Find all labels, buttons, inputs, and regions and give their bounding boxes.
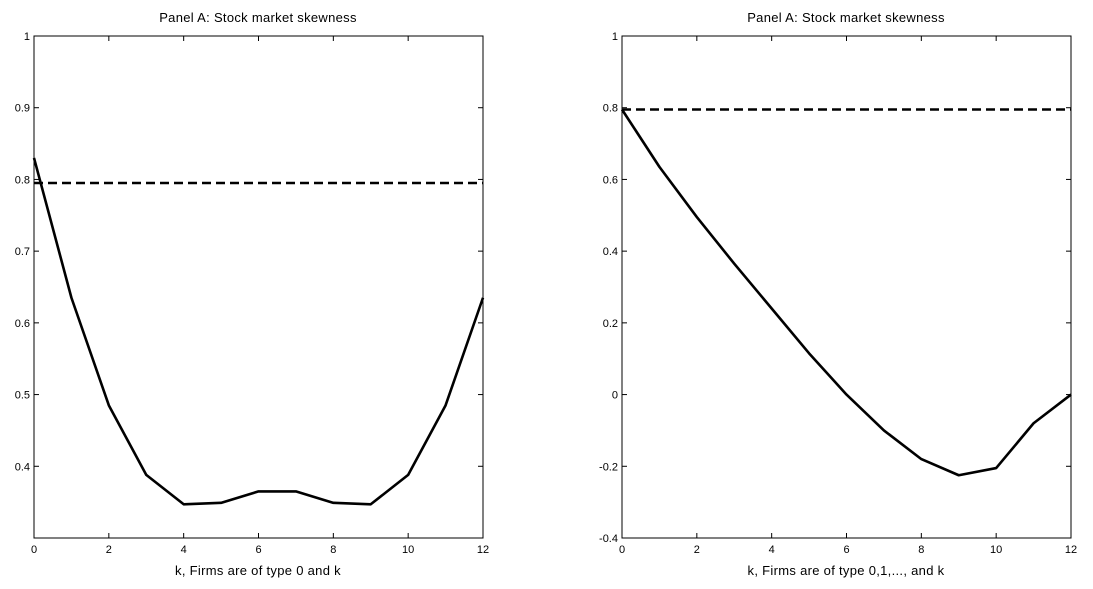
left-y-tick-label: 0.8 [15, 174, 30, 186]
right-y-tick-label: 0.2 [603, 318, 618, 330]
right-y-tick-label: 1 [612, 31, 618, 43]
left-y-tick-label: 0.6 [15, 318, 30, 330]
right-x-tick-label: 10 [990, 544, 1002, 556]
left-panel: Panel A: Stock market skewness 0 2 4 6 8 10 12… [15, 10, 489, 578]
left-x-tick-label: 4 [181, 544, 187, 556]
left-x-tick-label: 6 [255, 544, 261, 556]
left-y-tick-label: 1 [24, 31, 30, 43]
right-x-axis-label: k, Firms are of type 0,1,..., and k [748, 563, 945, 578]
right-x-tick-label: 6 [843, 544, 849, 556]
right-x-tick-label: 0 [619, 544, 625, 556]
right-y-tick-label: 0.8 [603, 103, 618, 115]
left-x-tick-label: 0 [31, 544, 37, 556]
right-panel: Panel A: Stock market skewness 0 2 4 6 8 10 12… [599, 10, 1077, 578]
right-y-tick-label: -0.2 [599, 461, 618, 473]
left-y-tick-label: 0.9 [15, 103, 30, 115]
right-series-solid-line [620, 108, 1072, 477]
left-y-tick-label: 0.5 [15, 390, 30, 402]
left-y-tick-label: 0.7 [15, 246, 30, 258]
right-y-tick-label: -0.4 [599, 533, 618, 545]
right-x-tick-label: 12 [1065, 544, 1077, 556]
right-x-tick-label: 2 [694, 544, 700, 556]
left-y-tick-label: 0.4 [15, 461, 30, 473]
right-plot-frame [621, 35, 1072, 539]
left-series-solid-line [32, 157, 485, 506]
right-x-tick-label: 8 [918, 544, 924, 556]
left-x-tick-label: 2 [106, 544, 112, 556]
right-x-tick-label: 4 [769, 544, 775, 556]
left-x-axis-label: k, Firms are of type 0 and k [175, 563, 341, 578]
right-panel-title: Panel A: Stock market skewness [747, 10, 945, 25]
right-y-tick-label: 0.6 [603, 174, 618, 186]
left-plot-marks: 0 2 4 6 8 10 12 0.4 0.5 0.6 0.7 0.8 0.9 1 [15, 31, 489, 556]
left-x-tick-label: 10 [402, 544, 414, 556]
right-y-tick-label: 0.4 [603, 246, 618, 258]
right-y-tick-label: 0 [612, 390, 618, 402]
left-x-tick-label: 8 [330, 544, 336, 556]
left-x-tick-label: 12 [477, 544, 489, 556]
left-panel-title: Panel A: Stock market skewness [159, 10, 357, 25]
right-plot-marks: 0 2 4 6 8 10 12 -0.4 -0.2 0 0.2 0.4 0.6 0.8 1 [599, 31, 1077, 556]
